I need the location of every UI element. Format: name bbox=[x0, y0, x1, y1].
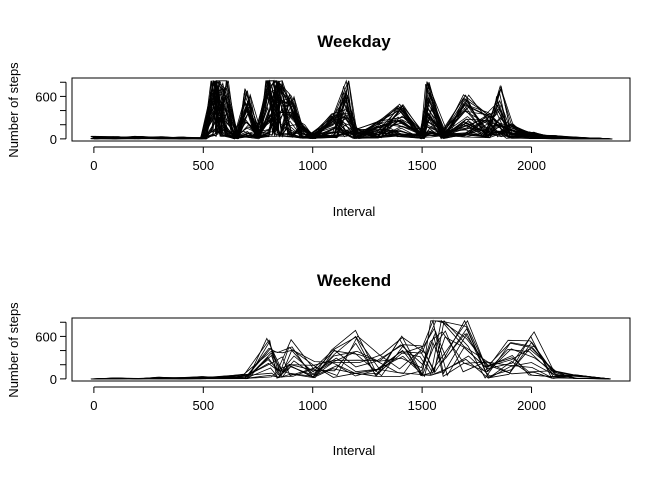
x-tick-label: 2000 bbox=[517, 398, 546, 413]
panel-weekend: Weekend 0 500 1000 1500 2000 0 600 Interval N… bbox=[6, 271, 631, 458]
y-axis: 0 600 bbox=[35, 321, 67, 387]
panel-weekday: Weekday 0 500 1000 1500 2000 0 600 Interval N… bbox=[6, 32, 631, 219]
x-tick-label: 1500 bbox=[408, 158, 437, 173]
series-line bbox=[94, 319, 610, 380]
plot-box bbox=[71, 77, 631, 142]
series-lines bbox=[90, 319, 611, 380]
y-tick-label: 600 bbox=[35, 329, 57, 344]
y-axis-label: Number of steps bbox=[6, 302, 21, 398]
x-axis-label: Interval bbox=[333, 443, 376, 458]
series-lines bbox=[90, 79, 613, 141]
x-tick-label: 1000 bbox=[298, 398, 327, 413]
x-axis: 0 500 1000 1500 2000 bbox=[90, 146, 546, 173]
chart-title: Weekend bbox=[317, 271, 391, 290]
y-tick-label: 0 bbox=[50, 132, 57, 147]
y-tick-label: 0 bbox=[50, 372, 57, 387]
x-tick-label: 1500 bbox=[408, 398, 437, 413]
series-line bbox=[96, 319, 611, 380]
series-line bbox=[90, 81, 609, 140]
series-line bbox=[91, 331, 610, 380]
y-tick-label: 600 bbox=[35, 89, 57, 104]
y-axis-label: Number of steps bbox=[6, 62, 21, 158]
series-line bbox=[96, 319, 609, 380]
series-line bbox=[93, 80, 608, 140]
x-tick-label: 500 bbox=[192, 158, 214, 173]
x-tick-label: 500 bbox=[192, 398, 214, 413]
chart-title: Weekday bbox=[317, 32, 391, 51]
series-line bbox=[95, 80, 611, 140]
series-line bbox=[96, 319, 607, 380]
x-tick-label: 1000 bbox=[298, 158, 327, 173]
x-tick-label: 0 bbox=[90, 158, 97, 173]
y-axis: 0 600 bbox=[35, 81, 67, 147]
series-line bbox=[90, 330, 609, 380]
series-line bbox=[91, 90, 610, 140]
x-axis-label: Interval bbox=[333, 204, 376, 219]
plot-box bbox=[71, 317, 631, 382]
x-tick-label: 0 bbox=[90, 398, 97, 413]
x-tick-label: 2000 bbox=[517, 158, 546, 173]
x-axis: 0 500 1000 1500 2000 bbox=[90, 386, 546, 413]
